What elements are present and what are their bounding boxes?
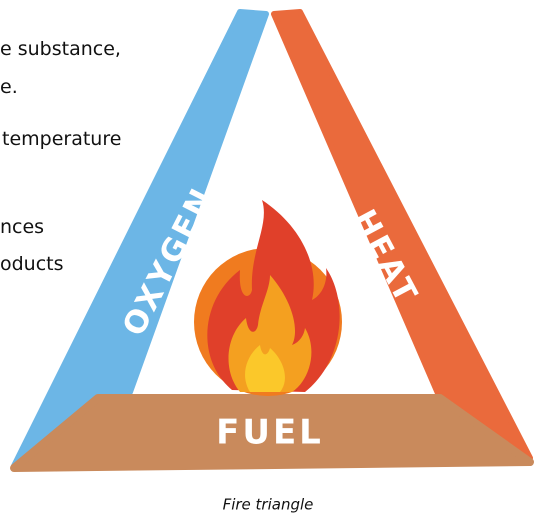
heat-side [274, 12, 530, 458]
fuel-label: FUEL [216, 413, 324, 453]
caption: Fire triangle [223, 496, 314, 514]
page: e substance, e. temperature nces oducts … [0, 0, 536, 520]
fire-triangle: OXYGEN HEAT FUEL Fire triangle [0, 0, 536, 520]
